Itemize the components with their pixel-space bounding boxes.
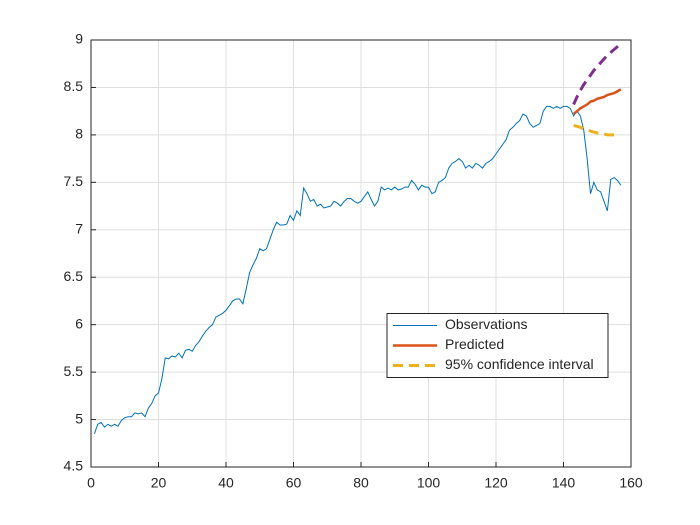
y-tick-label: 7.5 <box>64 173 84 189</box>
series-line <box>93 105 622 434</box>
x-tick-label: 60 <box>286 475 302 491</box>
series-line <box>573 123 615 137</box>
x-tick-label: 80 <box>353 475 369 491</box>
x-tick-label: 40 <box>218 475 234 491</box>
x-tick-label: 100 <box>417 475 441 491</box>
x-tick-label: 120 <box>484 475 508 491</box>
y-tick-label: 4.5 <box>64 458 84 474</box>
y-tick-label: 8.5 <box>64 78 84 94</box>
y-tick-label: 9 <box>75 31 83 47</box>
y-tick-label: 6.5 <box>64 268 84 284</box>
x-tick-label: 20 <box>151 475 167 491</box>
legend-label: 95% confidence interval <box>445 356 594 372</box>
legend-label: Observations <box>445 316 527 332</box>
y-tick-label: 6 <box>75 315 83 331</box>
x-tick-label: 0 <box>87 475 95 491</box>
y-tick-label: 7 <box>75 220 83 236</box>
y-tick-label: 5.5 <box>64 363 84 379</box>
x-tick-label: 160 <box>619 475 643 491</box>
series-line <box>572 42 622 106</box>
y-tick-label: 8 <box>75 126 83 142</box>
legend-label: Predicted <box>445 336 504 352</box>
series-line <box>572 88 622 115</box>
axes-box <box>90 39 632 468</box>
y-tick-label: 5 <box>75 410 83 426</box>
x-tick-label: 140 <box>552 475 576 491</box>
